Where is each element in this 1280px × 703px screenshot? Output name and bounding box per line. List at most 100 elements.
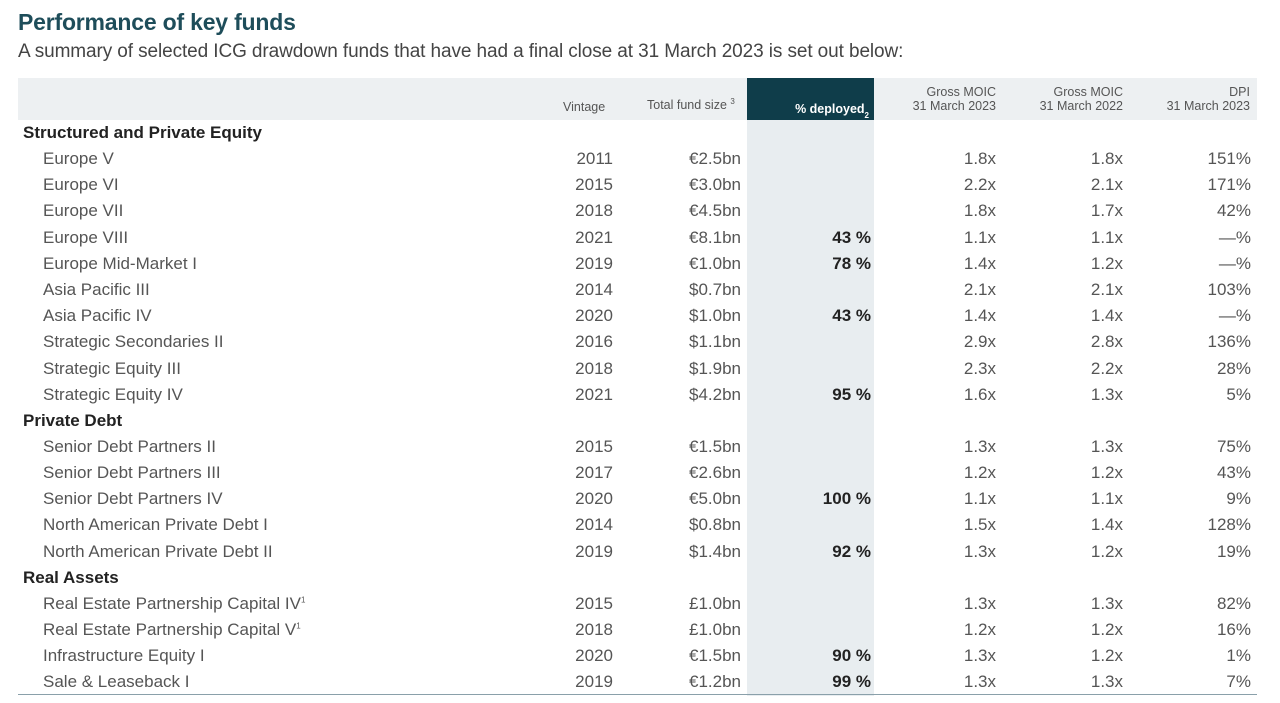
deployed-cell: 92 % bbox=[832, 541, 871, 561]
dpi-cell: —% bbox=[1218, 227, 1251, 247]
fund-size-cell: £1.0bn bbox=[689, 620, 741, 639]
table-row: Strategic Equity IV 2021 $4.2bn 95 % 1.6x 1.3… bbox=[18, 382, 1257, 408]
vintage-cell: 2016 bbox=[575, 332, 613, 352]
fund-name-cell: Senior Debt Partners IV bbox=[43, 486, 223, 512]
dpi-cell: 136% bbox=[1207, 332, 1251, 352]
fund-name-cell: Infrastructure Equity I bbox=[43, 643, 205, 669]
gross-moic-2023-cell: 1.3x bbox=[963, 593, 996, 613]
fund-name-text: North American Private Debt II bbox=[43, 541, 273, 561]
table-header: Vintage Total fund size 3 Gross MOIC 31 M… bbox=[18, 78, 1257, 120]
vintage-cell: 2014 bbox=[575, 515, 613, 535]
fund-size-cell: €2.5bn bbox=[689, 149, 741, 168]
vintage-cell: 2019 bbox=[575, 672, 613, 692]
dpi-cell: 103% bbox=[1207, 279, 1251, 299]
section-heading: Private Debt bbox=[23, 410, 123, 430]
dpi-cell: 43% bbox=[1216, 463, 1251, 483]
gross-moic-2023-cell: 1.4x bbox=[963, 306, 996, 326]
fund-size-cell: $4.2bn bbox=[689, 384, 741, 404]
table-row: Asia Pacific IV 2020 $1.0bn 43 % 1.4x 1.4x —% bbox=[18, 303, 1257, 329]
fund-size-cell: $1.9bn bbox=[689, 358, 741, 378]
gross-moic-2023-cell: 2.3x bbox=[963, 358, 996, 378]
fund-size-cell: £1.0bn bbox=[689, 593, 741, 613]
gross-moic-2022-cell: 2.1x bbox=[1090, 175, 1123, 195]
fund-name-text: Asia Pacific IV bbox=[43, 306, 152, 326]
header-gross-moic-2023: Gross MOIC 31 March 2023 bbox=[912, 85, 996, 113]
gross-moic-2022-cell: 1.4x bbox=[1090, 515, 1123, 535]
gross-moic-2023-cell: 1.4x bbox=[963, 253, 996, 273]
vintage-cell: 2021 bbox=[575, 227, 613, 247]
vintage-cell: 2020 bbox=[575, 646, 613, 666]
deployed-cell: 95 % bbox=[832, 384, 871, 404]
fund-size-cell: $0.7bn bbox=[689, 279, 741, 299]
table-row: Senior Debt Partners II 2015 €1.5bn 1.3x 1.3… bbox=[18, 434, 1257, 460]
fund-name-text: Infrastructure Equity I bbox=[43, 646, 205, 666]
vintage-cell: 2020 bbox=[575, 489, 613, 509]
vintage-cell: 2014 bbox=[575, 279, 613, 299]
gross-moic-2023-cell: 1.3x bbox=[963, 672, 996, 692]
vintage-cell: 2015 bbox=[575, 436, 613, 456]
fund-name-text: Real Estate Partnership Capital IV bbox=[43, 593, 301, 613]
vintage-cell: 2015 bbox=[575, 175, 613, 195]
fund-size-cell: €1.2bn bbox=[689, 672, 741, 692]
fund-name-text: Europe Mid-Market I bbox=[43, 253, 197, 273]
table-row: Real Estate Partnership Capital IV1 2015 £… bbox=[18, 591, 1257, 617]
gross-moic-2023-cell: 1.2x bbox=[963, 620, 996, 639]
fund-name-cell: Europe VIII bbox=[43, 225, 128, 251]
dpi-cell: 151% bbox=[1207, 149, 1251, 168]
gross-moic-2022-cell: 2.2x bbox=[1090, 358, 1123, 378]
fund-name-text: North American Private Debt I bbox=[43, 515, 268, 535]
fund-name-cell: Senior Debt Partners II bbox=[43, 434, 216, 460]
table-row: Europe V 2011 €2.5bn 1.8x 1.8x 151% bbox=[18, 146, 1257, 172]
table-row: Senior Debt Partners III 2017 €2.6bn 1.2x 1.… bbox=[18, 460, 1257, 486]
fund-name-text: Senior Debt Partners III bbox=[43, 463, 221, 483]
dpi-cell: 7% bbox=[1226, 672, 1251, 692]
fund-size-cell: $1.4bn bbox=[689, 541, 741, 561]
vintage-cell: 2019 bbox=[575, 541, 613, 561]
gross-moic-2023-cell: 1.5x bbox=[963, 515, 996, 535]
gross-moic-2022-cell: 1.3x bbox=[1090, 384, 1123, 404]
dpi-cell: 42% bbox=[1216, 201, 1251, 221]
page-title: Performance of key funds bbox=[18, 9, 296, 35]
table-row: Asia Pacific III 2014 $0.7bn 2.1x 2.1x 103% bbox=[18, 277, 1257, 303]
table-row: Sale & Leaseback I 2019 €1.2bn 99 % 1.3x 1.3x… bbox=[18, 669, 1257, 695]
gross-moic-2022-cell: 1.7x bbox=[1090, 201, 1123, 221]
section-heading: Real Assets bbox=[23, 567, 119, 587]
table-row: Senior Debt Partners IV 2020 €5.0bn 100 % 1.… bbox=[18, 486, 1257, 512]
page-subtitle: A summary of selected ICG drawdown funds… bbox=[18, 41, 904, 62]
fund-name-text: Senior Debt Partners II bbox=[43, 436, 216, 456]
vintage-cell: 2011 bbox=[576, 149, 613, 168]
section-heading: Structured and Private Equity bbox=[23, 123, 262, 142]
dpi-cell: 171% bbox=[1207, 175, 1251, 195]
gross-moic-2023-cell: 1.8x bbox=[963, 201, 996, 221]
table-row: Europe VI 2015 €3.0bn 2.2x 2.1x 171% bbox=[18, 172, 1257, 198]
dpi-cell: 5% bbox=[1226, 384, 1251, 404]
fund-name-cell: North American Private Debt I bbox=[43, 512, 268, 538]
gross-moic-2022-cell: 1.2x bbox=[1090, 620, 1123, 639]
fund-size-cell: €5.0bn bbox=[689, 489, 741, 509]
gross-moic-2022-cell: 1.2x bbox=[1090, 463, 1123, 483]
deployed-cell: 99 % bbox=[832, 672, 871, 692]
header-deployed: % deployed 2 bbox=[747, 78, 874, 120]
gross-moic-2022-cell: 1.1x bbox=[1090, 489, 1123, 509]
gross-moic-2023-cell: 1.1x bbox=[963, 227, 996, 247]
vintage-cell: 2020 bbox=[575, 306, 613, 326]
fund-name-cell: Real Estate Partnership Capital V1 bbox=[43, 617, 301, 643]
gross-moic-2023-cell: 1.1x bbox=[963, 489, 996, 509]
header-fund-size: Total fund size 3 bbox=[647, 96, 735, 112]
gross-moic-2022-cell: 1.2x bbox=[1090, 646, 1123, 666]
fund-name-cell: Europe VI bbox=[43, 172, 119, 198]
dpi-cell: 9% bbox=[1226, 489, 1251, 509]
vintage-cell: 2019 bbox=[575, 253, 613, 273]
fund-name-text: Europe VII bbox=[43, 201, 124, 221]
gross-moic-2022-cell: 1.8x bbox=[1090, 149, 1123, 168]
fund-size-cell: $1.1bn bbox=[689, 332, 741, 352]
header-gross-moic-2022: Gross MOIC 31 March 2022 bbox=[1039, 85, 1123, 113]
dpi-cell: 28% bbox=[1216, 358, 1251, 378]
fund-name-text: Strategic Equity IV bbox=[43, 384, 183, 404]
table-row: Europe Mid-Market I 2019 €1.0bn 78 % 1.4x 1.2… bbox=[18, 251, 1257, 277]
fund-size-cell: €3.0bn bbox=[689, 175, 741, 195]
gross-moic-2022-cell: 2.1x bbox=[1090, 279, 1123, 299]
gross-moic-2023-cell: 1.8x bbox=[963, 149, 996, 168]
fund-size-cell: €1.0bn bbox=[689, 253, 741, 273]
vintage-cell: 2015 bbox=[575, 593, 613, 613]
